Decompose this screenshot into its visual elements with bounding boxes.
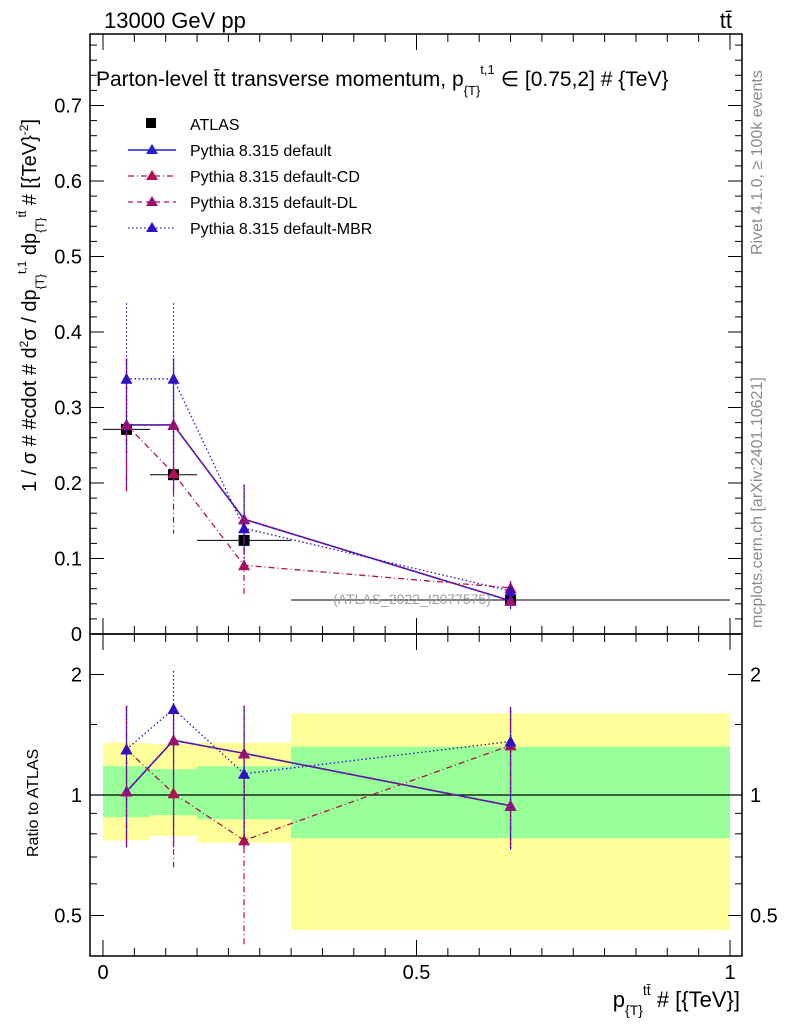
ratio-series-2-point-2 (238, 747, 251, 759)
x-axis-label: p{T}tt̄ # [{TeV}] (613, 982, 740, 1018)
chart-title: Parton-level t̄t transverse momentum, p{… (96, 62, 669, 98)
chart-title-tail: ∈ [0.75,2] # {TeV} (501, 68, 669, 91)
xtick-label-1: 0.5 (403, 962, 431, 984)
main-series-3-point-1 (167, 372, 180, 384)
main-series-2-line (126, 424, 511, 602)
main-series-3-point-0 (120, 372, 133, 384)
chart-title-sup: t,1 (480, 62, 494, 77)
legend-marker-atlas (146, 118, 156, 128)
ratio-series-3-line (126, 708, 511, 775)
ratio-ytick-label-left-2: 2 (71, 665, 82, 687)
main-ytick-label-6: 0.6 (54, 171, 82, 193)
ratio-y-axis-label: Ratio to ATLAS (25, 749, 42, 857)
ratio-ytick-label-right-2: 2 (750, 665, 761, 687)
ratio-series-3-point-3 (504, 735, 517, 747)
ratio-series-0-line (125, 739, 511, 807)
ratio-series-3-point-0 (120, 743, 133, 755)
legend-label-default-mbr: Pythia 8.315 default-MBR (190, 221, 372, 238)
main-ytick-label-3: 0.3 (54, 398, 82, 420)
legend-label-default: Pythia 8.315 default (190, 143, 332, 160)
main-ytick-label-5: 0.5 (54, 247, 82, 269)
mcplots-label: mcplots.cern.ch [arXiv:2401.10621] (749, 377, 766, 628)
legend-marker-default-dl (146, 196, 158, 206)
main-ytick-label-2: 0.2 (54, 473, 82, 495)
main-series-3-point-2 (238, 522, 251, 534)
main-ytick-label-7: 0.7 (54, 96, 82, 118)
ratio-series-2-point-3 (504, 799, 517, 811)
ratio-ytick-label-left-1: 1 (71, 785, 82, 807)
legend-label-default-dl: Pythia 8.315 default-DL (190, 195, 357, 212)
ratio-ytick-label-right-1: 1 (750, 785, 761, 807)
xtick-label-2: 1 (724, 962, 735, 984)
ratio-ytick-label-right-0: 0.5 (750, 906, 778, 928)
main-ytick-label-1: 0.1 (54, 549, 82, 571)
chart-title-sub: {T} (464, 83, 481, 98)
main-y-axis-label: 1 / σ # #cdot # d2σ / dp{T}t,1 dp{T}tt̄ … (15, 119, 47, 492)
main-ytick-label-4: 0.4 (54, 322, 82, 344)
main-series-3-line (126, 378, 511, 592)
ratio-ytick-label-left-0: 0.5 (54, 906, 82, 928)
process-label: tt̄ (720, 8, 732, 33)
main-ytick-label-0: 0 (71, 624, 82, 646)
main-series-1-line (126, 424, 511, 589)
xtick-label-0: 0 (97, 962, 108, 984)
legend-label-atlas: ATLAS (190, 117, 240, 134)
analysis-watermark: (ATLAS_2022_I2077575) (333, 591, 491, 607)
ratio-bands (90, 713, 742, 930)
main-series-2-point-3 (504, 594, 517, 606)
rivet-version-label: Rivet 4.1.0, ≥ 100k events (749, 70, 766, 255)
energy-label: 13000 GeV pp (104, 8, 246, 33)
ratio-series-3-point-1 (167, 702, 180, 714)
main-series-0-line (126, 424, 511, 602)
main-frame (89, 33, 743, 635)
main-series-1-point-1 (167, 467, 180, 479)
chart-title-main: Parton-level t̄t transverse momentum, p (96, 68, 464, 91)
legend-marker-default-cd (146, 170, 158, 180)
legend: ATLAS Pythia 8.315 default Pythia 8.315 … (128, 117, 372, 238)
ratio-series-1-point-1 (167, 787, 180, 799)
main-series-layer (103, 303, 730, 610)
axes-layer: 0 0.1 0.2 0.3 0.4 0.5 0.6 0.7 0.5 0.5 1 1 2 2 0 0.5 1 (54, 33, 778, 984)
legend-marker-default (146, 144, 158, 154)
ratio-series-1-point-2 (238, 834, 251, 846)
ratio-series-3-point-2 (238, 767, 251, 779)
legend-marker-default-mbr (146, 222, 158, 232)
main-series-3-point-3 (504, 584, 517, 596)
ratio-series-1-line (126, 744, 511, 842)
ratio-series-layer (120, 671, 517, 946)
legend-label-default-cd: Pythia 8.315 default-CD (190, 169, 360, 186)
